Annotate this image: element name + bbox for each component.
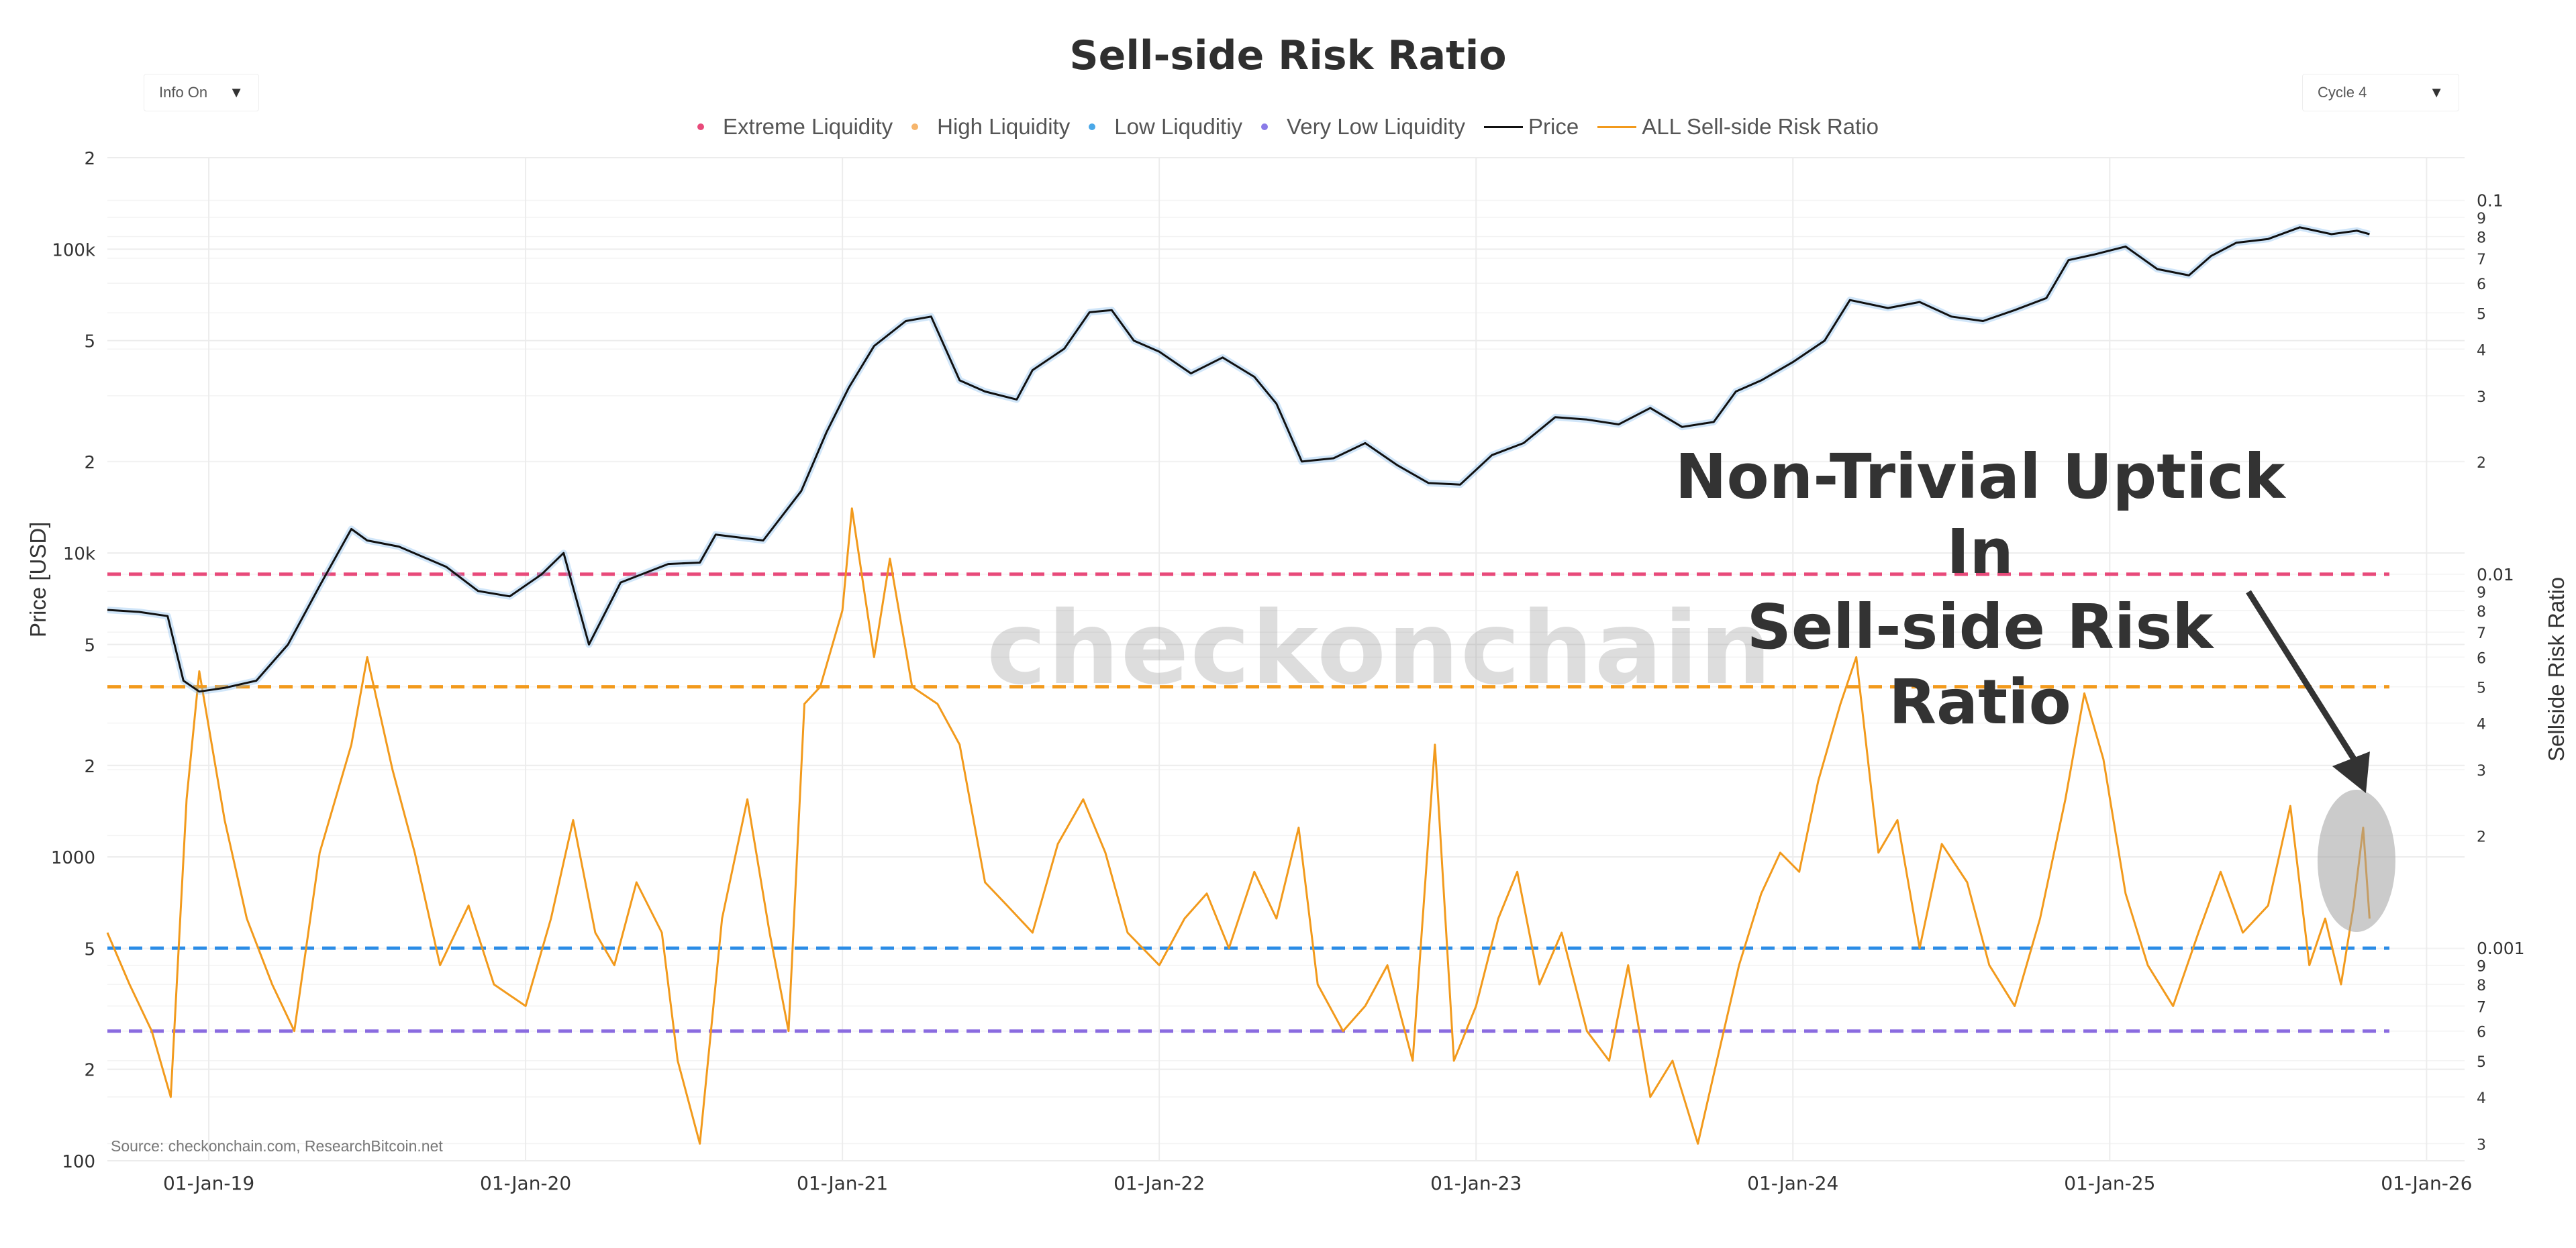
y-right-tick-label: 3 [2477,389,2486,406]
cycle-dropdown[interactable]: Cycle 4 ▼ [2302,74,2459,111]
price-series-layer [107,223,2371,695]
legend-item-low-liquidity[interactable]: Low Liquditiy [1089,114,1242,140]
price-line [107,226,2370,693]
y-right-tick-label: 2 [2477,455,2486,472]
x-tick-label: 01-Jan-21 [797,1172,888,1194]
y-right-tick-label: 3 [2477,763,2486,780]
y-right-tick-label: 7 [2477,625,2486,642]
y-left-tick-label: 10k [63,544,95,564]
legend-dot-icon [697,123,705,130]
legend-line-icon [1484,125,1524,128]
y-right-tick-label: 4 [2477,342,2486,359]
x-tick-label: 01-Jan-22 [1113,1172,1205,1194]
watermark: checkonchain [987,590,1773,707]
legend-item-very-low-liquidity[interactable]: Very Low Liquidity [1261,114,1465,140]
x-tick-label: 01-Jan-23 [1430,1172,1522,1194]
y-right-tick-label: 8 [2477,978,2486,994]
x-tick-label: 01-Jan-19 [163,1172,254,1194]
axis-layer: 1002510002510k25100k234567890.0012345678… [51,149,2525,1194]
chevron-down-icon: ▼ [2429,84,2444,101]
threshold-layer [107,572,2389,1033]
legend-label: Price [1528,114,1579,139]
y-left-tick-label: 5 [84,332,95,352]
legend-item-sellside-risk[interactable]: ALL Sell-side Risk Ratio [1597,114,1879,140]
y-right-tick-label: 8 [2477,230,2486,247]
y-right-tick-label: 6 [2477,276,2486,293]
y-left-tick-label: 2 [84,453,95,473]
legend-item-high-liquidity[interactable]: High Liquidity [911,114,1070,140]
y-left-tick-label: 100k [52,240,95,260]
source-text: Source: checkonchain.com, ResearchBitcoi… [111,1137,443,1155]
y-right-tick-label: 6 [2477,1025,2486,1041]
y-right-tick-label: 5 [2477,680,2486,697]
annotation-layer [2246,590,2395,932]
ratio-series-layer [106,507,2371,1145]
info-dropdown[interactable]: Info On ▼ [144,74,259,111]
legend-item-extreme-liquidity[interactable]: Extreme Liquidity [697,114,893,140]
y-right-tick-label: 9 [2477,959,2486,976]
y-left-tick-label: 5 [84,939,95,959]
y-right-tick-label: 3 [2477,1137,2486,1153]
cycle-dropdown-value: Cycle 4 [2318,84,2367,101]
chart-title: Sell-side Risk Ratio [1069,32,1507,79]
y-right-tick-label: 7 [2477,999,2486,1016]
x-tick-label: 01-Jan-24 [1747,1172,1838,1194]
y-right-tick-label: 4 [2477,1090,2486,1107]
legend: Extreme Liquidity High Liquidity Low Liq… [0,114,2576,140]
grid-layer [107,157,2465,1161]
y-left-tick-label: 2 [84,1061,95,1081]
y-axis-right-title: Sellside Risk Ratio [2544,576,2569,762]
y-right-tick-label: 0.001 [2477,939,2525,958]
legend-line-icon [1597,125,1637,128]
x-tick-label: 01-Jan-20 [480,1172,571,1194]
y-left-tick-label: 2 [84,149,95,169]
info-dropdown-value: Info On [159,84,208,101]
y-right-tick-label: 9 [2477,211,2486,227]
legend-label: ALL Sell-side Risk Ratio [1642,114,1879,139]
y-right-tick-label: 9 [2477,584,2486,601]
x-tick-label: 01-Jan-25 [2064,1172,2155,1194]
legend-dot-icon [1089,123,1096,130]
legend-dot-icon [911,123,919,130]
annotation-arrow-head [2332,751,2370,793]
y-left-tick-label: 1000 [51,848,95,868]
y-left-tick-label: 100 [62,1152,95,1172]
x-tick-label: 01-Jan-26 [2381,1172,2472,1194]
y-right-tick-label: 2 [2477,829,2486,845]
legend-label: Very Low Liquidity [1287,114,1466,139]
y-axis-left-title: Price [USD] [26,521,50,637]
annotation-line-2: Sell-side Risk Ratio [1746,591,2214,738]
legend-label: Low Liquditiy [1114,114,1243,139]
sellside-risk-line [106,507,2371,1145]
y-right-tick-label: 8 [2477,604,2486,621]
y-left-tick-label: 2 [84,757,95,777]
legend-item-price[interactable]: Price [1484,114,1579,140]
annotation-text: Non-Trivial Uptick In Sell-side Risk Rat… [1658,439,2302,740]
legend-label: High Liquidity [937,114,1071,139]
y-right-tick-label: 4 [2477,717,2486,733]
y-right-tick-label: 0.1 [2477,191,2504,211]
y-right-tick-label: 0.01 [2477,565,2514,584]
annotation-arrow-shaft [2246,590,2365,774]
annotation-line-1: Non-Trivial Uptick In [1675,441,2285,588]
y-left-tick-label: 5 [84,636,95,656]
highlight-ellipse [2317,790,2395,932]
y-right-tick-label: 7 [2477,252,2486,268]
legend-label: Extreme Liquidity [723,114,893,139]
legend-dot-icon [1261,123,1269,130]
y-right-tick-label: 5 [2477,306,2486,323]
y-right-tick-label: 5 [2477,1054,2486,1071]
y-right-tick-label: 6 [2477,650,2486,667]
chevron-down-icon: ▼ [229,84,244,101]
